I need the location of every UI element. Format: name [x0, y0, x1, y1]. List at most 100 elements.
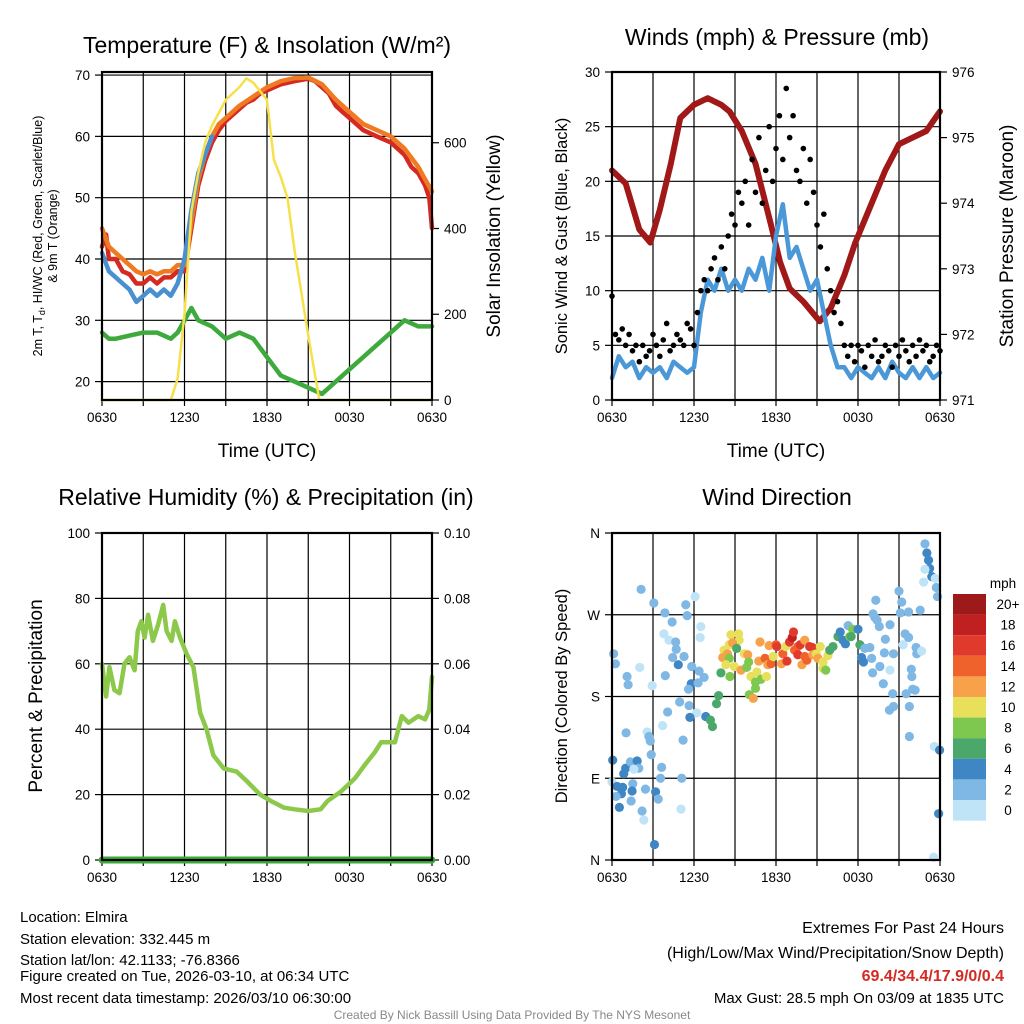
gust-point — [868, 353, 875, 360]
wind-direction-point — [743, 650, 753, 660]
wind-direction-point — [685, 712, 695, 722]
y-tick-label: N — [590, 526, 600, 541]
gust-point — [810, 189, 817, 196]
wind-direction-point — [888, 689, 898, 699]
wind-direction-point — [646, 750, 656, 760]
wind-direction-point — [920, 564, 930, 574]
wind-direction-point — [619, 769, 629, 779]
wind-direction-point — [901, 689, 911, 699]
direction-y-axis-label: Direction (Colored By Speed) — [553, 589, 571, 804]
wind-direction-point — [693, 678, 703, 688]
wind-direction-point — [628, 779, 638, 789]
wind-direction-point — [622, 671, 632, 682]
wind-direction-point — [659, 629, 669, 639]
wind-direction-point — [611, 791, 621, 802]
temperature-panel-title: Temperature (F) & Insolation (W/m²) — [83, 32, 451, 58]
gust-point — [824, 266, 831, 272]
wind-direction-point — [721, 660, 731, 670]
y-tick-label: 0 — [82, 853, 90, 868]
gust-point — [872, 337, 878, 343]
panel-2: 0 20 40 60 80 100 0.00 0.02 0.04 0.06 0.08 0.10 0630… — [67, 526, 470, 885]
wind-direction-point — [840, 639, 851, 649]
y-tick-label: 60 — [75, 129, 90, 144]
colorbar-swatch — [953, 676, 986, 697]
series-line-sonic-wind — [609, 202, 943, 381]
gust-point — [728, 211, 735, 217]
gust-point — [803, 200, 810, 206]
gust-point — [756, 134, 762, 141]
gust-point — [885, 348, 892, 354]
gust-point — [766, 123, 772, 130]
series-layer — [607, 539, 945, 862]
wind-direction-point — [903, 607, 914, 617]
gust-point — [749, 156, 755, 163]
wind-direction-point — [895, 608, 905, 618]
wind-direction-point — [772, 641, 782, 652]
y-tick-label: 40 — [75, 252, 90, 267]
wind-direction-point — [884, 705, 895, 715]
gust-point — [732, 222, 738, 228]
colorbar-label: 0 — [1004, 803, 1012, 818]
wind-direction-point — [649, 839, 660, 850]
wind-direction-point — [681, 600, 691, 610]
wind-direction-point — [625, 757, 636, 767]
series-layer — [99, 75, 435, 402]
wind-direction-point — [853, 624, 863, 634]
gust-point — [841, 342, 848, 349]
y-tick-label: 50 — [75, 191, 90, 206]
gust-point — [646, 348, 653, 354]
gust-point — [715, 276, 721, 283]
gust-point — [814, 222, 820, 228]
gust-point — [786, 134, 793, 141]
wind-direction-point — [894, 586, 904, 596]
gust-point — [913, 353, 919, 360]
gust-point — [797, 178, 803, 185]
gust-point — [680, 342, 687, 349]
x-tick-label: 0030 — [843, 410, 873, 425]
x-tick-label: 1230 — [679, 870, 709, 885]
wind-direction-point — [821, 665, 831, 675]
gust-point — [704, 287, 711, 294]
wind-direction-panel-title: Wind Direction — [702, 484, 852, 510]
plot-frame — [100, 531, 434, 862]
panel-3: N E S W N 0630 1230 1830 0030 0630 20+ 18 16 14 12 10 8 6… — [587, 526, 1019, 885]
gust-point — [930, 353, 936, 360]
wind-direction-point — [671, 644, 681, 654]
y-tick-label: 5 — [592, 338, 600, 353]
colorbar-swatch — [953, 594, 986, 615]
extremes-title: Extremes For Past 24 Hours — [802, 920, 1004, 937]
footer-elevation: Station elevation: 332.445 m — [20, 931, 210, 948]
x-tick-label: 0630 — [417, 870, 447, 885]
series-line-hi-wc — [99, 134, 215, 305]
colorbar-label: 12 — [1000, 679, 1015, 694]
y-tick-right-label: 0.08 — [444, 591, 470, 606]
footer-created: Figure created on Tue, 2026-03-10, at 06… — [20, 968, 350, 985]
colorbar-swatch — [953, 614, 986, 636]
gust-point — [862, 364, 868, 371]
wind-direction-point — [885, 665, 895, 675]
series-line-rh — [99, 602, 435, 814]
wind-direction-point — [915, 605, 925, 615]
wind-direction-point — [930, 573, 940, 584]
wind-direction-point — [764, 641, 774, 651]
colorbar-swatch — [953, 635, 986, 656]
y-tick-label: 100 — [67, 526, 90, 541]
wind-direction-point — [788, 627, 799, 637]
y-tick-right-label: 0.02 — [444, 788, 470, 803]
wind-direction-point — [800, 635, 810, 645]
wind-direction-point — [725, 671, 735, 682]
wind-direction-point — [695, 632, 705, 643]
wind-direction-point — [671, 637, 681, 647]
x-tick-label: 0630 — [597, 410, 627, 425]
y-tick-label: 40 — [75, 722, 90, 737]
y-tick-label: 80 — [75, 591, 90, 606]
pressure-y-axis-label: Station Pressure (Maroon) — [997, 125, 1018, 348]
plot-frame — [610, 531, 942, 862]
gust-point — [701, 276, 708, 283]
wind-direction-point — [683, 684, 694, 694]
x-tick-label: 0030 — [334, 410, 364, 425]
colorbar-swatch — [953, 738, 986, 759]
y-tick-right-label: 0.04 — [444, 722, 471, 737]
gust-point — [790, 112, 796, 119]
wind-direction-point — [667, 617, 677, 627]
